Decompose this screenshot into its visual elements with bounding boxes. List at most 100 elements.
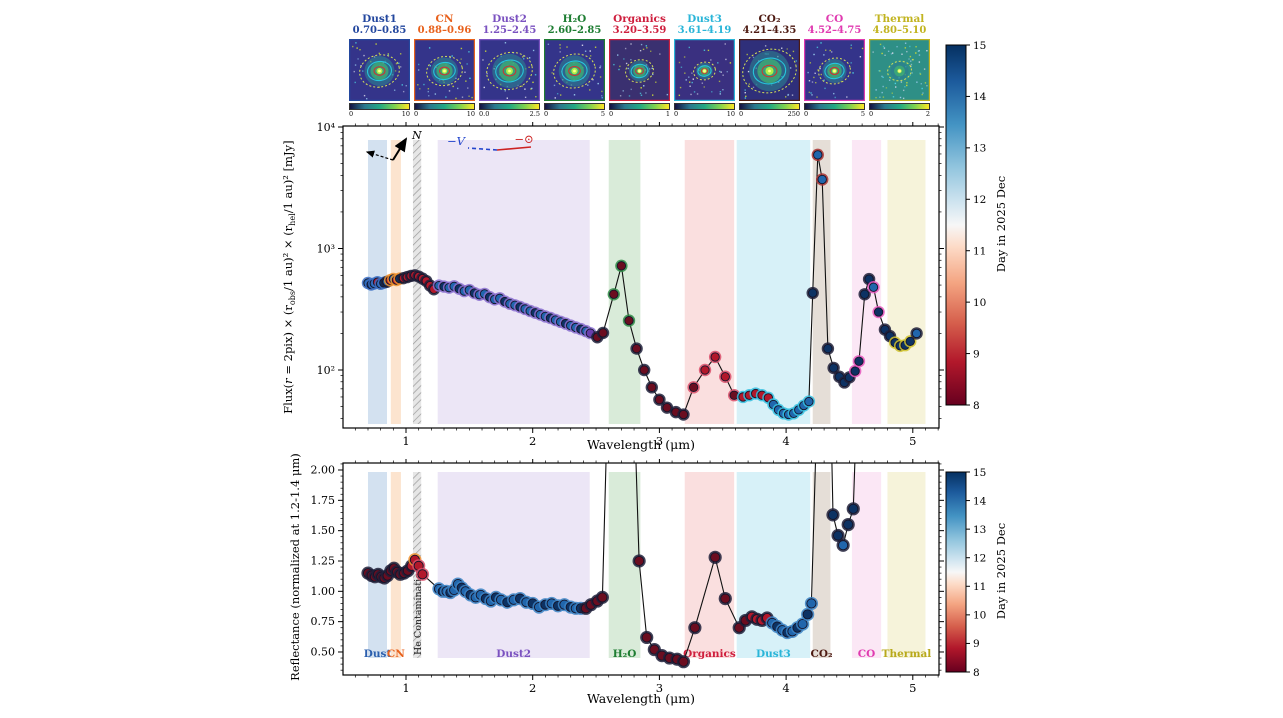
y-tick: 0.75 bbox=[311, 615, 336, 628]
thumbnail-image bbox=[739, 39, 800, 101]
thumbnail-title: Dust3 bbox=[687, 13, 722, 25]
data-point bbox=[905, 336, 915, 347]
data-point bbox=[688, 382, 699, 392]
thumbnail-colorbar bbox=[479, 103, 540, 110]
colorbar-tick: 9 bbox=[973, 638, 980, 650]
thumbnail-colorbar bbox=[674, 103, 735, 110]
y-tick: 0.50 bbox=[311, 645, 336, 658]
colorbar-tick: 11 bbox=[973, 246, 986, 258]
thumbnail-cbar-max: 2.5 bbox=[529, 110, 540, 118]
thumbnail-title: H₂O bbox=[562, 13, 587, 25]
band-label-cn: CN bbox=[387, 648, 405, 660]
data-point bbox=[647, 382, 657, 392]
band-label-co2: CO₂ bbox=[811, 648, 834, 660]
x-tick: 5 bbox=[909, 681, 916, 695]
data-point bbox=[598, 328, 608, 338]
data-point bbox=[854, 356, 864, 366]
y-tick: 10² bbox=[317, 364, 335, 377]
thumbnail-cbar-min: 0 bbox=[609, 110, 614, 118]
thumbnail-image bbox=[804, 39, 865, 101]
thumbnail-title: CO₂ bbox=[758, 13, 781, 25]
thumbnail-cbar-max: 10 bbox=[726, 110, 735, 118]
thumbnail-organics: Organics 3.20–3.59 0 1 bbox=[609, 14, 670, 118]
top-colorbar bbox=[945, 44, 967, 406]
band-dust3 bbox=[736, 140, 811, 424]
data-point bbox=[641, 632, 652, 643]
colorbar-tick: 10 bbox=[973, 610, 986, 622]
colorbar-tick: 11 bbox=[973, 581, 986, 593]
band-label-dust2: Dust2 bbox=[496, 648, 531, 660]
band-label-h2o: H₂O bbox=[613, 648, 637, 660]
colorbar-tick: 13 bbox=[973, 524, 986, 536]
east-arrow bbox=[365, 150, 394, 161]
data-point bbox=[911, 328, 922, 339]
data-point bbox=[806, 598, 817, 609]
sun-label: −⊙ bbox=[514, 132, 533, 146]
thumbnail-cbar-min: 0 bbox=[869, 110, 874, 118]
band-thermal bbox=[887, 140, 926, 424]
thumbnail-cbar-min: 0 bbox=[674, 110, 679, 118]
band-dust1 bbox=[367, 472, 387, 658]
data-point bbox=[823, 343, 833, 354]
thumbnail-co: CO 4.52–4.75 0 5 bbox=[804, 14, 865, 118]
thumbnail-title: Organics bbox=[613, 13, 666, 25]
orientation-annotations: N −V −⊙ bbox=[365, 129, 534, 161]
data-point bbox=[616, 261, 627, 271]
thumbnail-title: CO bbox=[825, 13, 844, 25]
plot-frame bbox=[342, 125, 940, 429]
colorbar-tick: 13 bbox=[973, 143, 986, 155]
thumbnail-thermal: Thermal 4.80–5.10 0 2 bbox=[869, 14, 930, 118]
velocity-vector bbox=[467, 147, 498, 151]
thumbnail-wavelength-range: 0.70–0.85 bbox=[352, 25, 407, 36]
data-point bbox=[678, 409, 689, 420]
thumbnail-wavelength-range: 4.80–5.10 bbox=[872, 25, 927, 36]
colorbar-tick: 12 bbox=[973, 553, 986, 565]
y-tick: 1.25 bbox=[311, 554, 336, 567]
thumbnail-image bbox=[869, 39, 930, 101]
x-tick: 3 bbox=[656, 681, 663, 695]
x-tick: 2 bbox=[529, 681, 536, 695]
thumbnail-image bbox=[479, 39, 540, 101]
data-point bbox=[838, 540, 849, 551]
bottom-colorbar-label: Day in 2025 Dec bbox=[994, 522, 1008, 620]
data-point bbox=[808, 288, 818, 298]
colorbar-tick: 15 bbox=[973, 467, 986, 479]
data-point bbox=[802, 609, 813, 620]
band-label-co: CO bbox=[858, 648, 876, 660]
colorbar-tick: 9 bbox=[973, 348, 980, 360]
data-point bbox=[828, 363, 839, 373]
y-tick: 1.75 bbox=[311, 494, 336, 507]
plot-frame bbox=[342, 462, 940, 676]
x-tick: 1 bbox=[402, 681, 409, 695]
data-point bbox=[720, 372, 730, 382]
colorbar-tick: 8 bbox=[973, 667, 980, 679]
y-tick: 2.00 bbox=[311, 464, 336, 477]
top-xaxis-label: Wavelength (μm) bbox=[587, 437, 695, 452]
data-point bbox=[848, 503, 859, 514]
data-point bbox=[850, 366, 860, 376]
band-label-organics: Organics bbox=[683, 648, 736, 660]
thumbnail-cn: CN 0.88–0.96 0 10 bbox=[414, 14, 475, 118]
thumbnail-dust2: Dust2 1.25–2.45 0.0 2.5 bbox=[479, 14, 540, 118]
north-arrow bbox=[392, 137, 408, 161]
thumbnail-colorbar bbox=[869, 103, 930, 110]
top-colorbar-label: Day in 2025 Dec bbox=[994, 175, 1008, 273]
data-point bbox=[624, 315, 634, 326]
thumbnail-wavelength-range: 3.61–4.19 bbox=[677, 25, 732, 36]
thumbnail-cbar-max: 250 bbox=[787, 110, 800, 118]
y-tick: 10⁴ bbox=[317, 121, 336, 134]
thumbnail-wavelength-range: 4.21–4.35 bbox=[742, 25, 797, 36]
thumbnail-title: Dust2 bbox=[492, 13, 527, 25]
thumbnail-strip: Dust1 0.70–0.85 0 10 CN 0.88–0.96 0 10 Dust2 1.25… bbox=[0, 0, 1283, 130]
thumbnail-image bbox=[414, 39, 475, 101]
data-point bbox=[662, 402, 672, 413]
data-point bbox=[813, 150, 823, 160]
thumbnail-image bbox=[609, 39, 670, 101]
thumbnail-image bbox=[349, 39, 410, 101]
thumbnail-wavelength-range: 3.20–3.59 bbox=[612, 25, 667, 36]
thumbnail-cbar-min: 0 bbox=[414, 110, 419, 118]
data-point bbox=[817, 174, 827, 185]
colorbar-tick: 15 bbox=[973, 40, 986, 52]
data-point bbox=[832, 530, 844, 541]
data-point bbox=[873, 307, 884, 317]
